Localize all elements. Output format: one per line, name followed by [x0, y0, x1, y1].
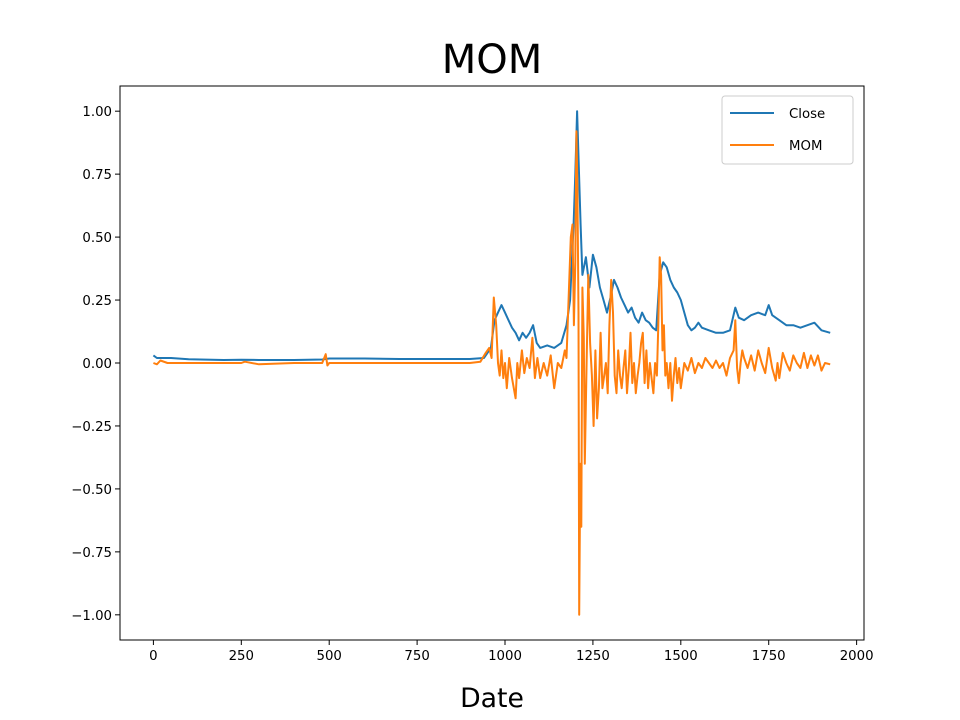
y-tick-label: 0.25 [82, 294, 112, 309]
y-tick-label: 0.00 [82, 357, 112, 372]
x-tick-label: 500 [317, 649, 342, 664]
series-line-close [152, 110, 831, 361]
x-tick-label: 750 [404, 649, 429, 664]
y-tick-label: −1.00 [71, 609, 112, 624]
x-tick-label: 1000 [488, 649, 522, 664]
legend-label-close: Close [789, 107, 825, 122]
y-tick-label: 0.50 [82, 231, 112, 246]
x-tick-label: 1750 [752, 649, 786, 664]
legend-frame [721, 95, 854, 165]
x-tick-label: 2000 [840, 649, 874, 664]
y-tick-label: −0.25 [71, 420, 112, 435]
legend-label-mom: MOM [789, 139, 822, 154]
y-tick-label: −0.50 [71, 483, 112, 498]
x-axis-label: Date [460, 683, 524, 714]
series-layer [152, 110, 831, 616]
y-tick-label: 0.75 [82, 168, 112, 183]
y-tick-label: 1.00 [82, 105, 112, 120]
x-tick-label: 0 [149, 649, 157, 664]
x-tick-label: 250 [229, 649, 254, 664]
x-tick-label: 1500 [664, 649, 698, 664]
x-tick-label: 1250 [576, 649, 610, 664]
y-axis: 1.00 0.75 0.50 0.25 0.00 −0.25 −0.50 −0.75 −1.00 [71, 105, 120, 624]
x-axis: 0 250 500 750 1000 1250 1500 1750 2000 [149, 640, 874, 664]
series-line-mom [153, 130, 831, 616]
y-tick-label: −0.75 [71, 546, 112, 561]
chart-title: MOM [442, 37, 543, 83]
legend: Close MOM [721, 95, 854, 165]
